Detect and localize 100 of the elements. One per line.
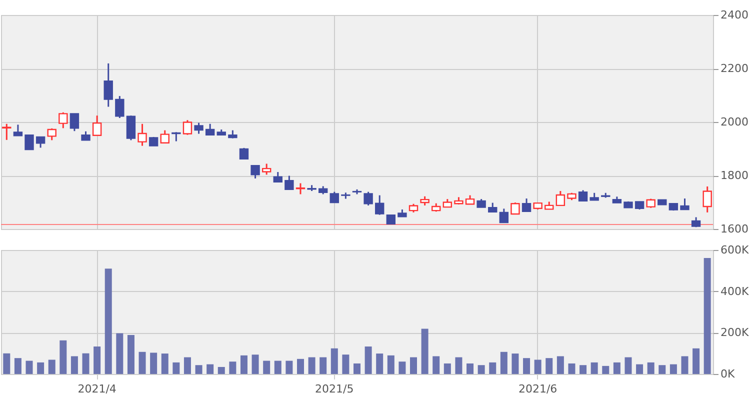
bar <box>342 354 350 374</box>
bar <box>138 352 146 374</box>
candlestick <box>13 124 23 136</box>
candlestick <box>375 194 384 216</box>
bar <box>229 362 236 374</box>
bar <box>534 360 542 374</box>
bar <box>546 358 553 374</box>
bar <box>70 356 78 374</box>
bar <box>613 362 620 374</box>
bar <box>556 356 564 374</box>
bar <box>240 355 248 374</box>
x-tick-label: 2021/6 <box>518 382 558 396</box>
candlestick <box>510 202 520 215</box>
bar <box>624 357 632 374</box>
bar <box>206 364 214 374</box>
bar <box>658 365 666 374</box>
y-tick-label: 400K <box>720 284 750 298</box>
candlestick <box>194 122 204 135</box>
candlestick <box>262 162 272 176</box>
bar <box>14 358 22 374</box>
bar <box>590 362 598 374</box>
x-tick-label: 2021/4 <box>78 382 116 396</box>
bar <box>296 358 304 374</box>
bar <box>218 366 225 374</box>
candlestick <box>104 62 113 108</box>
y-tick-label: 0K <box>720 368 736 380</box>
bar <box>670 364 677 374</box>
candlestick <box>284 175 294 190</box>
y-tick-label: 600K <box>720 244 750 256</box>
candlestick <box>250 164 260 180</box>
bar <box>398 362 406 374</box>
candlestick <box>115 95 124 119</box>
bar <box>195 365 202 374</box>
candlestick <box>126 114 136 141</box>
candlestick <box>364 191 373 206</box>
candlestick <box>578 189 588 202</box>
bar <box>252 354 259 374</box>
x-tick-label: 2021/5 <box>315 382 354 396</box>
bar <box>489 362 496 374</box>
bar <box>172 362 180 374</box>
bar <box>26 360 33 374</box>
bar <box>286 360 293 374</box>
candlestick <box>488 202 498 213</box>
bar <box>364 346 372 374</box>
candlestick <box>273 171 282 183</box>
bar <box>161 354 168 374</box>
candlestick <box>556 190 566 206</box>
bar <box>478 365 485 374</box>
bar <box>376 354 384 374</box>
bar <box>500 352 508 374</box>
bar <box>263 360 270 374</box>
bar <box>410 357 418 374</box>
bar <box>150 352 158 374</box>
bar <box>104 268 112 374</box>
bar <box>387 355 394 374</box>
candlestick <box>420 196 430 206</box>
bar <box>681 356 688 374</box>
bar <box>116 333 124 374</box>
bar <box>127 334 134 374</box>
bar <box>568 363 576 374</box>
bar <box>602 366 610 374</box>
bar <box>320 357 327 374</box>
bar <box>692 348 700 374</box>
candlestick <box>92 114 102 136</box>
candlestick <box>24 134 34 150</box>
bar <box>3 353 10 374</box>
candlestick <box>296 182 306 195</box>
y-tick-label: 200K <box>720 326 750 340</box>
candlestick <box>160 130 170 144</box>
bar <box>60 340 67 374</box>
candlestick <box>499 208 509 224</box>
bar <box>82 353 90 374</box>
bar <box>421 328 428 374</box>
candlestick <box>70 112 80 132</box>
bar <box>580 365 587 374</box>
y-tick-label: 1800 <box>720 169 748 182</box>
candlestick <box>58 112 68 129</box>
bar <box>647 362 654 374</box>
bar <box>37 362 44 374</box>
bar <box>704 258 711 374</box>
bar <box>354 363 360 374</box>
bar <box>466 363 474 374</box>
bar <box>432 356 440 374</box>
candlestick <box>522 198 532 212</box>
bar <box>636 364 644 374</box>
y-tick-label: 2000 <box>720 116 748 128</box>
candlestick <box>138 123 147 147</box>
y-tick-label: 2400 <box>720 8 748 22</box>
candlestick <box>172 131 181 142</box>
candlestick <box>205 123 215 136</box>
bar <box>455 357 462 374</box>
candlestick <box>702 186 712 214</box>
bar <box>308 357 316 374</box>
candlestick <box>182 119 192 136</box>
bar <box>48 360 56 374</box>
bar <box>444 363 451 374</box>
candlestick <box>36 136 46 148</box>
bar <box>184 357 191 374</box>
bar <box>512 354 519 374</box>
candlestick <box>47 128 56 141</box>
